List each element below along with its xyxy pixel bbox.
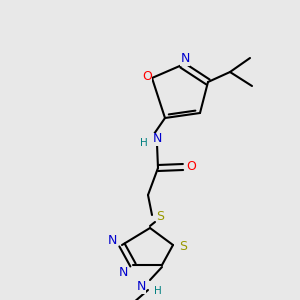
- Text: N: N: [107, 233, 117, 247]
- Text: N: N: [136, 280, 146, 293]
- Text: H: H: [154, 286, 162, 296]
- Text: N: N: [118, 266, 128, 280]
- Text: N: N: [152, 133, 162, 146]
- Text: H: H: [140, 138, 148, 148]
- Text: O: O: [186, 160, 196, 173]
- Text: S: S: [179, 241, 187, 254]
- Text: S: S: [156, 211, 164, 224]
- Text: O: O: [142, 70, 152, 83]
- Text: N: N: [180, 52, 190, 65]
